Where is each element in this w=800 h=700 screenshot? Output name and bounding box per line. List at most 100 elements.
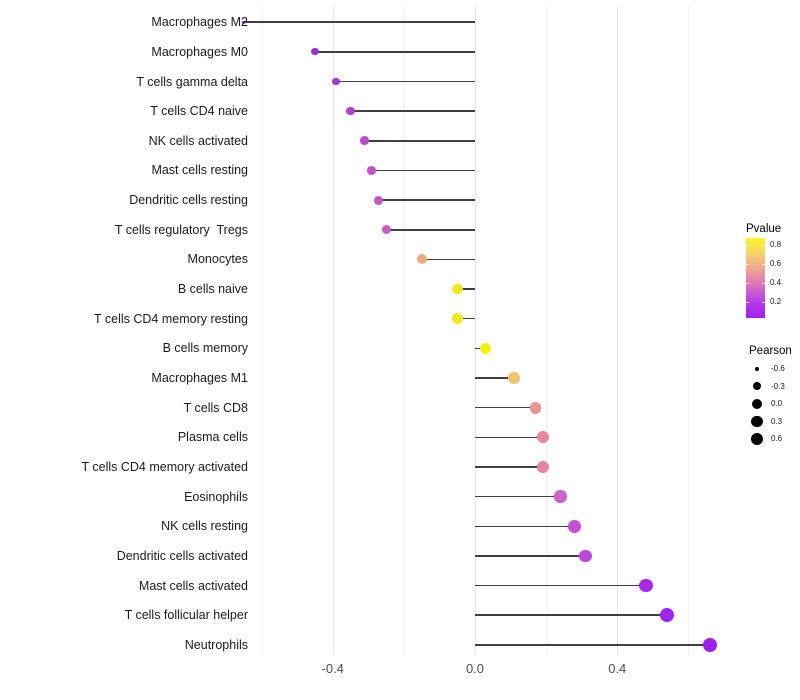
lollipop-dot	[374, 195, 384, 205]
lollipop-stem	[314, 51, 475, 53]
lollipop-stem	[457, 288, 475, 290]
y-axis-label: B cells naive	[177, 282, 248, 297]
pearson-legend-dot	[754, 366, 760, 372]
pvalue-gradient-bar	[746, 238, 765, 318]
y-axis-label: NK cells activated	[148, 133, 248, 148]
y-axis-label: T cells gamma delta	[136, 74, 248, 89]
y-axis-label: Eosinophils	[184, 489, 248, 504]
y-axis-label: Macrophages M0	[151, 44, 248, 59]
y-axis-label: NK cells resting	[161, 519, 248, 534]
pvalue-tick-mark	[762, 264, 765, 265]
y-axis-label: T cells regulatory Tregs	[114, 222, 248, 237]
y-axis-label: T cells follicular helper	[124, 608, 248, 623]
x-axis-tick-label: 0.4	[608, 661, 627, 676]
lollipop-dot	[381, 225, 391, 235]
lollipop-stem	[475, 406, 536, 409]
lollipop-stem	[457, 317, 475, 320]
grid-line-minor	[688, 6, 690, 655]
pearson-legend-label: 0.3	[771, 416, 783, 426]
pearson-legend-label: 0.6	[771, 434, 783, 443]
lollipop-dot	[416, 254, 427, 265]
y-axis-label: Macrophages M1	[151, 371, 248, 385]
pvalue-tick-mark	[762, 245, 765, 246]
lollipop-stem	[386, 229, 475, 231]
lollipop-dot	[638, 578, 653, 593]
lollipop-stem	[421, 258, 475, 261]
pearson-legend-dot	[751, 415, 763, 428]
lollipop-dot	[367, 166, 377, 175]
lollipop-stem	[475, 436, 543, 439]
lollipop-stem	[475, 495, 561, 498]
pearson-legend-dot	[751, 398, 762, 409]
x-axis-tick-label: -0.4	[321, 661, 344, 676]
lollipop-dot	[508, 372, 520, 384]
pvalue-tick-mark	[746, 283, 749, 284]
y-axis-label: T cells CD4 naive	[150, 104, 248, 119]
pvalue-tick-mark	[746, 245, 749, 246]
grid-line-major	[617, 6, 619, 655]
pearson-legend-label: -0.6	[771, 364, 785, 373]
y-axis-label: T cells CD8	[183, 400, 248, 415]
pvalue-tick-mark	[746, 302, 749, 303]
x-axis-tick-label: 0.0	[465, 661, 485, 676]
lollipop-dot	[536, 431, 549, 444]
pvalue-tick-mark	[746, 264, 749, 265]
lollipop-stem	[475, 644, 710, 646]
lollipop-dot	[242, 20, 246, 24]
lollipop-stem	[475, 555, 586, 557]
y-axis-label: Mast cells activated	[138, 578, 248, 593]
pvalue-tick-mark	[762, 283, 765, 284]
lollipop-dot	[568, 519, 581, 533]
lollipop-stem	[243, 21, 475, 23]
y-axis-label: Plasma cells	[177, 430, 248, 445]
pearson-legend-label: -0.3	[771, 381, 785, 391]
lollipop-dot	[451, 283, 463, 295]
lollipop-dot	[480, 342, 492, 354]
lollipop-stem	[371, 169, 475, 172]
y-axis-label: Dendritic cells resting	[129, 193, 248, 208]
y-axis-label: Dendritic cells activated	[116, 548, 248, 563]
lollipop-dot	[332, 77, 341, 86]
lollipop-stem	[336, 80, 475, 83]
lollipop-stem	[475, 466, 543, 468]
lollipop-dot	[536, 460, 549, 473]
y-axis-label: Mast cells resting	[151, 163, 248, 178]
pearson-legend-dot	[752, 382, 761, 391]
y-axis-label: B cells memory	[162, 341, 248, 356]
grid-line-major	[332, 6, 334, 655]
lollipop-dot	[660, 608, 674, 623]
pvalue-tick-label: 0.4	[770, 278, 782, 287]
lollipop-dot	[578, 549, 592, 563]
lollipop-stem	[378, 199, 475, 201]
lollipop-dot	[360, 136, 370, 146]
lollipop-dot	[529, 401, 542, 414]
pvalue-tick-label: 0.8	[770, 240, 782, 249]
lollipop-stem	[475, 584, 646, 587]
y-axis-label: Macrophages M2	[151, 15, 248, 30]
y-axis-label: Monocytes	[187, 252, 248, 267]
grid-line-minor	[261, 6, 263, 655]
y-axis-label: T cells CD4 memory resting	[94, 311, 248, 326]
lollipop-dot	[554, 490, 567, 503]
lollipop-stem	[350, 110, 475, 112]
pearson-legend-title: Pearson	[749, 345, 792, 357]
lollipop-dot	[311, 48, 319, 56]
lollipop-dot	[451, 313, 463, 324]
y-axis-label: Neutrophils	[184, 637, 248, 652]
y-axis-label: T cells CD4 memory activated	[81, 459, 249, 474]
grid-line-minor	[546, 6, 548, 655]
lollipop-stem	[475, 614, 668, 616]
lollipop-stem	[364, 140, 475, 142]
grid-line-major	[475, 6, 476, 655]
pearson-legend-dot	[750, 432, 764, 446]
lollipop-stem	[475, 525, 575, 527]
pvalue-tick-label: 0.2	[770, 297, 782, 306]
pvalue-tick-mark	[762, 302, 765, 303]
grid-line-minor	[403, 6, 405, 655]
lollipop-dot	[346, 107, 355, 116]
lollipop-stem	[475, 377, 515, 379]
lollipop-dot	[702, 637, 717, 653]
pearson-legend-label: 0.0	[771, 399, 783, 408]
pvalue-legend-title: Pvalue	[746, 223, 782, 235]
